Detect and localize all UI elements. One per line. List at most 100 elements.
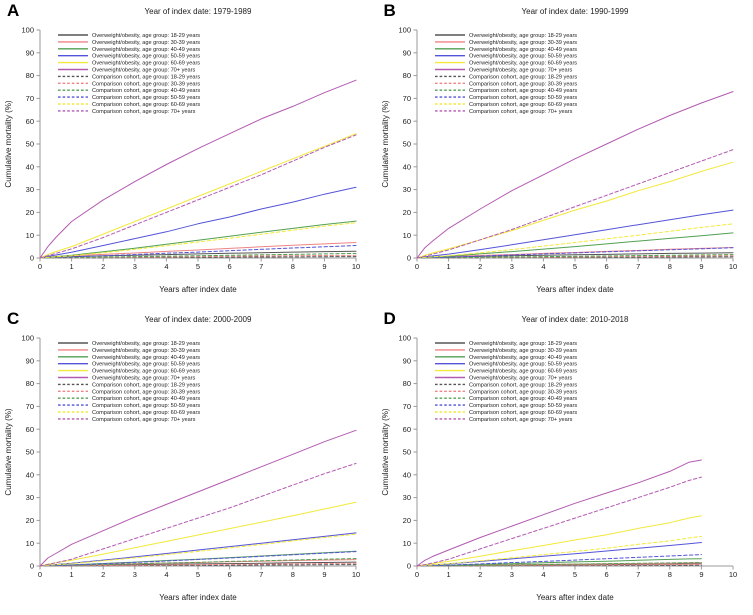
panel-label-a: A xyxy=(7,1,20,20)
series-line-comp-18-29 xyxy=(39,563,357,566)
legend-label-comp-40-49: Comparison cohort, age group: 40-49 year… xyxy=(469,396,577,402)
x-tick-label: 9 xyxy=(322,570,326,579)
x-tick-label: 2 xyxy=(478,570,482,579)
series-line-ow-60-69 xyxy=(39,501,357,566)
series-line-ow-60-69 xyxy=(416,161,733,259)
legend-label-ow-60-69: Overweight/obesity, age group: 60-69 yea… xyxy=(469,61,577,67)
y-tick-label: 50 xyxy=(26,447,34,456)
series-line-ow-70plus xyxy=(39,79,357,259)
x-tick-label: 0 xyxy=(38,262,42,271)
series-line-ow-60-69 xyxy=(39,133,357,259)
y-tick-label: 50 xyxy=(26,140,34,149)
legend-label-comp-50-59: Comparison cohort, age group: 50-59 year… xyxy=(469,95,577,101)
y-tick-label: 60 xyxy=(402,117,410,126)
series-line-comp-40-49 xyxy=(39,252,357,259)
x-tick-label: 7 xyxy=(636,262,640,271)
legend-label-ow-30-39: Overweight/obesity, age group: 30-39 yea… xyxy=(469,347,577,353)
x-tick-label: 9 xyxy=(322,262,326,271)
legend-label-comp-18-29: Comparison cohort, age group: 18-29 year… xyxy=(92,74,200,80)
x-axis-label: Years after index date xyxy=(159,593,237,602)
x-tick-label: 8 xyxy=(291,570,295,579)
y-tick-label: 80 xyxy=(26,71,34,80)
y-tick-label: 90 xyxy=(402,48,410,57)
y-tick-label: 100 xyxy=(21,333,34,342)
series-line-comp-70plus xyxy=(416,149,733,259)
x-tick-label: 7 xyxy=(259,262,263,271)
y-axis-label: Cumulative mortality (%) xyxy=(381,100,390,187)
chart-title: Year of index date: 2000-2009 xyxy=(145,315,252,324)
legend-label-comp-70plus: Comparison cohort, age group: 70+ years xyxy=(92,416,196,422)
legend-label-ow-50-59: Overweight/obesity, age group: 50-59 yea… xyxy=(92,361,200,367)
legend-label-ow-50-59: Overweight/obesity, age group: 50-59 yea… xyxy=(469,361,577,367)
series-line-ow-50-59 xyxy=(39,186,357,259)
panel-c: C Year of index date: 2000-2009 0 10 20 30 40… xyxy=(0,308,377,615)
x-tick-label: 0 xyxy=(414,262,418,271)
y-tick-label: 70 xyxy=(402,94,410,103)
chart-title: Year of index date: 2010-2018 xyxy=(521,315,628,324)
x-tick-label: 8 xyxy=(667,262,671,271)
legend-label-ow-60-69: Overweight/obesity, age group: 60-69 yea… xyxy=(469,368,577,374)
y-tick-label: 30 xyxy=(402,185,410,194)
legend-label-ow-30-39: Overweight/obesity, age group: 30-39 yea… xyxy=(92,40,200,46)
y-tick-label: 90 xyxy=(26,48,34,57)
series-line-comp-18-29 xyxy=(416,564,702,566)
x-tick-label: 4 xyxy=(164,262,168,271)
series-line-ow-70plus xyxy=(416,459,702,566)
x-tick-label: 0 xyxy=(38,570,42,579)
series-line-ow-50-59 xyxy=(416,541,702,566)
legend-label-ow-40-49: Overweight/obesity, age group: 40-49 yea… xyxy=(92,47,200,53)
series-line-comp-70plus xyxy=(39,462,357,566)
legend-label-comp-40-49: Comparison cohort, age group: 40-49 year… xyxy=(469,88,577,94)
chart-1990-1999: Year of index date: 1990-199901020304050… xyxy=(381,7,737,294)
chart-2000-2009: Year of index date: 2000-200901020304050… xyxy=(4,315,360,602)
y-tick-label: 70 xyxy=(26,94,34,103)
legend-label-comp-30-39: Comparison cohort, age group: 30-39 year… xyxy=(469,81,577,87)
x-tick-label: 10 xyxy=(352,262,360,271)
series-line-ow-30-39 xyxy=(39,242,357,258)
legend-label-comp-70plus: Comparison cohort, age group: 70+ years xyxy=(469,109,573,115)
x-tick-label: 1 xyxy=(446,570,450,579)
x-tick-label: 5 xyxy=(196,262,200,271)
x-tick-label: 2 xyxy=(478,262,482,271)
y-tick-label: 50 xyxy=(402,447,410,456)
legend-label-ow-18-29: Overweight/obesity, age group: 18-29 yea… xyxy=(469,341,577,347)
legend-label-comp-50-59: Comparison cohort, age group: 50-59 year… xyxy=(92,403,200,409)
legend-label-comp-70plus: Comparison cohort, age group: 70+ years xyxy=(469,416,573,422)
x-tick-label: 5 xyxy=(572,570,576,579)
x-tick-label: 7 xyxy=(636,570,640,579)
y-tick-label: 70 xyxy=(402,402,410,411)
series-line-comp-50-59 xyxy=(416,247,733,259)
panel-b: B Year of index date: 1990-1999 0 10 20 30 40… xyxy=(377,0,753,308)
y-tick-label: 30 xyxy=(26,493,34,502)
x-tick-label: 7 xyxy=(259,570,263,579)
legend-label-comp-30-39: Comparison cohort, age group: 30-39 year… xyxy=(469,389,577,395)
panel-label-d: D xyxy=(383,308,396,328)
series-line-ow-50-59 xyxy=(416,209,733,259)
y-tick-label: 100 xyxy=(21,26,34,35)
series-line-ow-50-59 xyxy=(39,531,357,566)
legend-label-comp-70plus: Comparison cohort, age group: 70+ years xyxy=(92,109,196,115)
x-axis-label: Years after index date xyxy=(536,285,614,294)
panel-label-c: C xyxy=(7,308,20,328)
legend-label-ow-30-39: Overweight/obesity, age group: 30-39 yea… xyxy=(469,40,577,46)
legend-label-ow-60-69: Overweight/obesity, age group: 60-69 yea… xyxy=(92,368,200,374)
y-tick-label: 90 xyxy=(402,356,410,365)
y-tick-label: 10 xyxy=(26,231,34,240)
y-tick-label: 80 xyxy=(402,379,410,388)
legend-label-comp-60-69: Comparison cohort, age group: 60-69 year… xyxy=(92,102,200,108)
x-axis-label: Years after index date xyxy=(159,285,237,294)
x-tick-label: 9 xyxy=(699,262,703,271)
x-tick-label: 1 xyxy=(70,570,74,579)
series-line-comp-40-49 xyxy=(416,254,733,259)
legend-label-comp-60-69: Comparison cohort, age group: 60-69 year… xyxy=(92,410,200,416)
y-tick-label: 20 xyxy=(402,208,410,217)
x-tick-label: 6 xyxy=(228,570,232,579)
panel-label-b: B xyxy=(383,1,396,20)
series-line-comp-70plus xyxy=(39,134,357,259)
x-tick-label: 6 xyxy=(228,262,232,271)
y-tick-label: 70 xyxy=(26,402,34,411)
x-tick-label: 9 xyxy=(699,570,703,579)
series-line-comp-30-39 xyxy=(39,562,357,566)
y-tick-label: 40 xyxy=(402,470,410,479)
